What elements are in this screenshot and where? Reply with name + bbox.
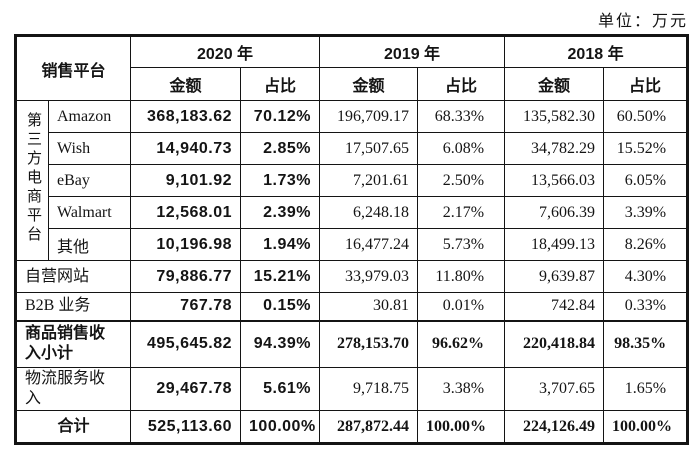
- amount-cell: 220,418.84: [504, 319, 605, 368]
- row-label: B2B 业务: [14, 292, 132, 321]
- amount-cell: 368,183.62: [130, 100, 242, 133]
- ratio-cell: 2.39%: [240, 196, 321, 229]
- amount-cell: 9,101.92: [130, 164, 242, 197]
- row-label: 自营网站: [14, 260, 132, 293]
- row-label: 商品销售收入小计: [14, 319, 132, 368]
- header-amount-2020: 金额: [130, 67, 242, 101]
- ratio-cell: 8.26%: [603, 228, 689, 261]
- row-wish: Wish 14,940.73 2.85% 17,507.65 6.08% 34,…: [16, 132, 689, 165]
- ratio-cell: 3.38%: [417, 367, 506, 411]
- row-label: eBay: [47, 164, 132, 197]
- unit-label: 单位：万元: [597, 13, 688, 30]
- ratio-cell: 3.39%: [603, 196, 689, 229]
- amount-cell: 34,782.29: [504, 132, 605, 165]
- row-total: 合计 525,113.60 100.00% 287,872.44 100.00%…: [14, 410, 689, 444]
- row-label: Amazon: [47, 100, 132, 133]
- sales-platform-table: 销售平台 2020 年 2019 年 2018 年 金额 占比 金额 占比 金额…: [14, 34, 690, 445]
- ratio-cell: 11.80%: [417, 260, 506, 293]
- ratio-cell: 100.00%: [240, 410, 321, 444]
- amount-cell: 9,718.75: [319, 367, 419, 411]
- ratio-cell: 15.52%: [603, 132, 689, 165]
- amount-cell: 135,582.30: [504, 100, 605, 133]
- ratio-cell: 0.15%: [240, 292, 321, 321]
- amount-cell: 6,248.18: [319, 196, 419, 229]
- row-other-platforms: 其他 10,196.98 1.94% 16,477.24 5.73% 18,49…: [16, 228, 689, 261]
- amount-cell: 16,477.24: [319, 228, 419, 261]
- amount-cell: 17,507.65: [319, 132, 419, 165]
- ratio-cell: 2.17%: [417, 196, 506, 229]
- row-ebay: eBay 9,101.92 1.73% 7,201.61 2.50% 13,56…: [16, 164, 689, 197]
- ratio-cell: 1.73%: [240, 164, 321, 197]
- ratio-cell: 94.39%: [240, 319, 321, 368]
- ratio-cell: 6.05%: [603, 164, 689, 197]
- amount-cell: 12,568.01: [130, 196, 242, 229]
- amount-cell: 278,153.70: [319, 319, 419, 368]
- ratio-cell: 70.12%: [240, 100, 321, 133]
- amount-cell: 30.81: [319, 292, 419, 321]
- amount-cell: 7,201.61: [319, 164, 419, 197]
- ratio-cell: 2.50%: [417, 164, 506, 197]
- row-label: 合计: [14, 410, 132, 444]
- ratio-cell: 100.00%: [417, 410, 506, 444]
- row-label: 其他: [47, 228, 132, 261]
- row-logistics-revenue: 物流服务收入 29,467.78 5.61% 9,718.75 3.38% 3,…: [14, 367, 689, 411]
- amount-cell: 287,872.44: [319, 410, 419, 444]
- amount-cell: 3,707.65: [504, 367, 605, 411]
- ratio-cell: 98.35%: [603, 319, 689, 368]
- ratio-cell: 1.94%: [240, 228, 321, 261]
- amount-cell: 767.78: [130, 292, 242, 321]
- row-walmart: Walmart 12,568.01 2.39% 6,248.18 2.17% 7…: [16, 196, 689, 229]
- amount-cell: 14,940.73: [130, 132, 242, 165]
- row-label: Walmart: [47, 196, 132, 229]
- header-year-2019: 2019 年: [319, 35, 506, 68]
- ratio-cell: 68.33%: [417, 100, 506, 133]
- header-ratio-2019: 占比: [417, 67, 506, 101]
- amount-cell: 525,113.60: [130, 410, 242, 444]
- row-goods-sales-subtotal: 商品销售收入小计 495,645.82 94.39% 278,153.70 96…: [14, 319, 689, 368]
- ratio-cell: 0.33%: [603, 292, 689, 321]
- ratio-cell: 1.65%: [603, 367, 689, 411]
- header-amount-2019: 金额: [319, 67, 419, 101]
- amount-cell: 224,126.49: [504, 410, 605, 444]
- amount-cell: 9,639.87: [504, 260, 605, 293]
- ratio-cell: 5.61%: [240, 367, 321, 411]
- amount-cell: 18,499.13: [504, 228, 605, 261]
- ratio-cell: 60.50%: [603, 100, 689, 133]
- row-label: 物流服务收入: [14, 367, 132, 411]
- header-platform: 销售平台: [14, 35, 132, 101]
- row-amazon: 第三方电商平台 Amazon 368,183.62 70.12% 196,709…: [15, 100, 689, 261]
- group-label-third-party: 第三方电商平台: [15, 100, 49, 261]
- amount-cell: 7,606.39: [504, 196, 605, 229]
- group-label-text: 第三方电商平台: [25, 111, 41, 245]
- row-b2b: B2B 业务 767.78 0.15% 30.81 0.01% 742.84 0…: [14, 292, 689, 321]
- row-label: Wish: [47, 132, 132, 165]
- amount-cell: 742.84: [504, 292, 605, 321]
- header-ratio-2018: 占比: [603, 67, 689, 101]
- ratio-cell: 100.00%: [603, 410, 689, 444]
- header-row-measures: 金额 占比 金额 占比 金额 占比: [16, 67, 689, 101]
- ratio-cell: 96.62%: [417, 319, 506, 368]
- ratio-cell: 0.01%: [417, 292, 506, 321]
- header-year-2018: 2018 年: [504, 35, 689, 68]
- amount-cell: 495,645.82: [130, 319, 242, 368]
- header-row-years: 销售平台 2020 年 2019 年 2018 年: [14, 35, 689, 101]
- ratio-cell: 5.73%: [417, 228, 506, 261]
- ratio-cell: 2.85%: [240, 132, 321, 165]
- ratio-cell: 6.08%: [417, 132, 506, 165]
- amount-cell: 29,467.78: [130, 367, 242, 411]
- ratio-cell: 4.30%: [603, 260, 689, 293]
- ratio-cell: 15.21%: [240, 260, 321, 293]
- amount-cell: 10,196.98: [130, 228, 242, 261]
- amount-cell: 13,566.03: [504, 164, 605, 197]
- amount-cell: 196,709.17: [319, 100, 419, 133]
- header-ratio-2020: 占比: [240, 67, 321, 101]
- amount-cell: 79,886.77: [130, 260, 242, 293]
- header-amount-2018: 金额: [504, 67, 605, 101]
- amount-cell: 33,979.03: [319, 260, 419, 293]
- header-year-2020: 2020 年: [130, 35, 321, 68]
- row-own-website: 自营网站 79,886.77 15.21% 33,979.03 11.80% 9…: [14, 260, 689, 293]
